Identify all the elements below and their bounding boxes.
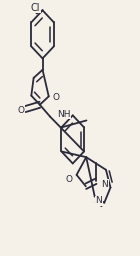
Text: O: O — [52, 93, 59, 102]
Text: N: N — [95, 196, 102, 205]
Text: Cl: Cl — [31, 3, 40, 13]
Text: O: O — [66, 175, 73, 184]
Text: NH: NH — [57, 110, 70, 119]
Text: N: N — [102, 180, 108, 189]
Text: O: O — [17, 106, 24, 115]
